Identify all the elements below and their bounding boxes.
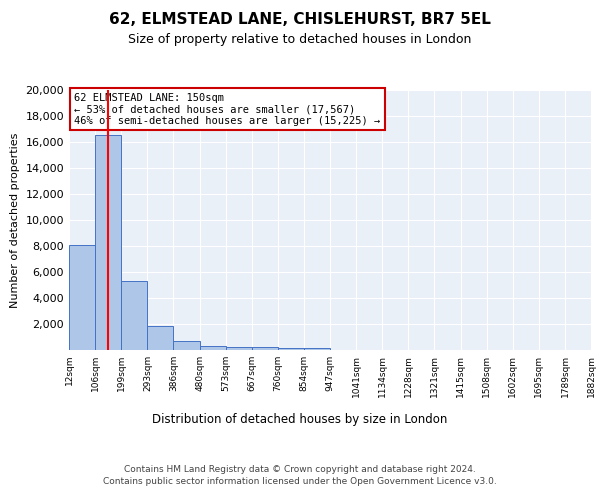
Y-axis label: Number of detached properties: Number of detached properties — [10, 132, 20, 308]
Bar — [173, 341, 200, 350]
Text: Distribution of detached houses by size in London: Distribution of detached houses by size … — [152, 412, 448, 426]
Bar — [95, 136, 121, 350]
Text: 62 ELMSTEAD LANE: 150sqm
← 53% of detached houses are smaller (17,567)
46% of se: 62 ELMSTEAD LANE: 150sqm ← 53% of detach… — [74, 92, 380, 126]
Bar — [226, 347, 252, 350]
Text: Contains public sector information licensed under the Open Government Licence v3: Contains public sector information licen… — [103, 478, 497, 486]
Text: 62, ELMSTEAD LANE, CHISLEHURST, BR7 5EL: 62, ELMSTEAD LANE, CHISLEHURST, BR7 5EL — [109, 12, 491, 28]
Bar — [304, 348, 330, 350]
Bar — [69, 244, 95, 350]
Text: Contains HM Land Registry data © Crown copyright and database right 2024.: Contains HM Land Registry data © Crown c… — [124, 465, 476, 474]
Bar — [278, 348, 304, 350]
Text: Size of property relative to detached houses in London: Size of property relative to detached ho… — [128, 32, 472, 46]
Bar — [200, 346, 226, 350]
Bar — [121, 281, 148, 350]
Bar — [148, 326, 173, 350]
Bar — [252, 348, 278, 350]
